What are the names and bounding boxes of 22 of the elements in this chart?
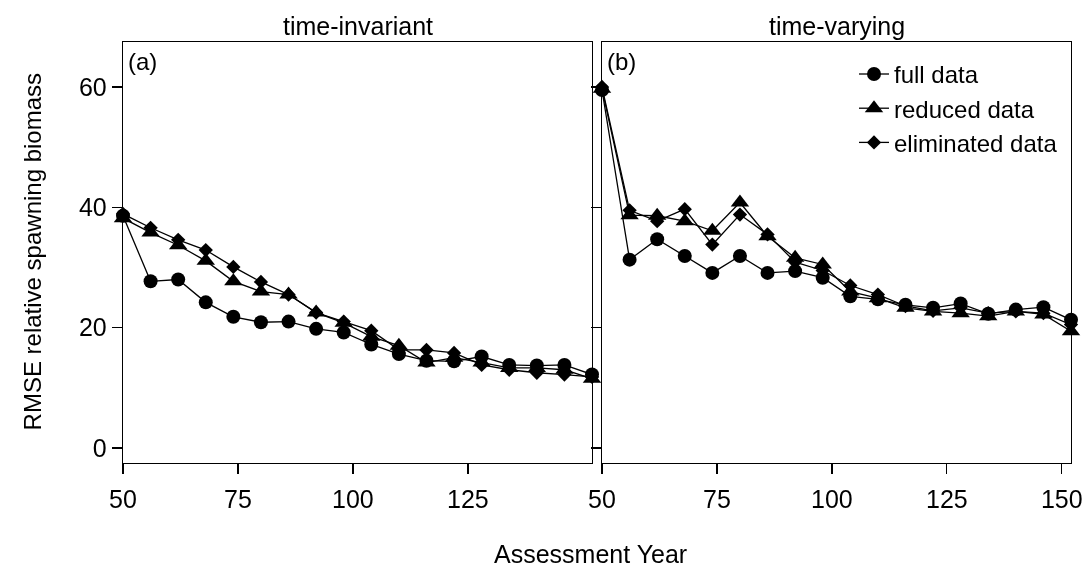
chart-title: time-varying bbox=[769, 12, 906, 40]
x-tick-label: 100 bbox=[811, 485, 853, 514]
y-tick-label: 60 bbox=[78, 72, 107, 101]
y-tick-label: 40 bbox=[78, 193, 107, 222]
x-tick-label: 50 bbox=[588, 485, 616, 514]
annotation: (a) bbox=[128, 48, 158, 75]
x-tick-label: 100 bbox=[332, 485, 374, 514]
x-tick-label: 125 bbox=[925, 485, 968, 514]
y-axis-title: RMSE relative spawning biomass bbox=[18, 72, 46, 431]
x-tick-label: 75 bbox=[224, 485, 252, 514]
legend-label: eliminated data bbox=[894, 129, 1058, 157]
x-tick-label: 150 bbox=[1040, 485, 1083, 514]
chart-title: time-invariant bbox=[283, 12, 434, 40]
y-tick-label: 20 bbox=[78, 313, 107, 342]
legend-label: reduced data bbox=[894, 95, 1035, 123]
x-axis-title: Assessment Year bbox=[494, 540, 688, 568]
legend-label: full data bbox=[894, 61, 979, 89]
y-tick-label: 0 bbox=[92, 433, 107, 462]
x-tick-label: 50 bbox=[109, 485, 137, 514]
annotation: (b) bbox=[607, 48, 637, 75]
x-tick-label: 125 bbox=[446, 485, 489, 514]
x-tick-label: 75 bbox=[703, 485, 731, 514]
